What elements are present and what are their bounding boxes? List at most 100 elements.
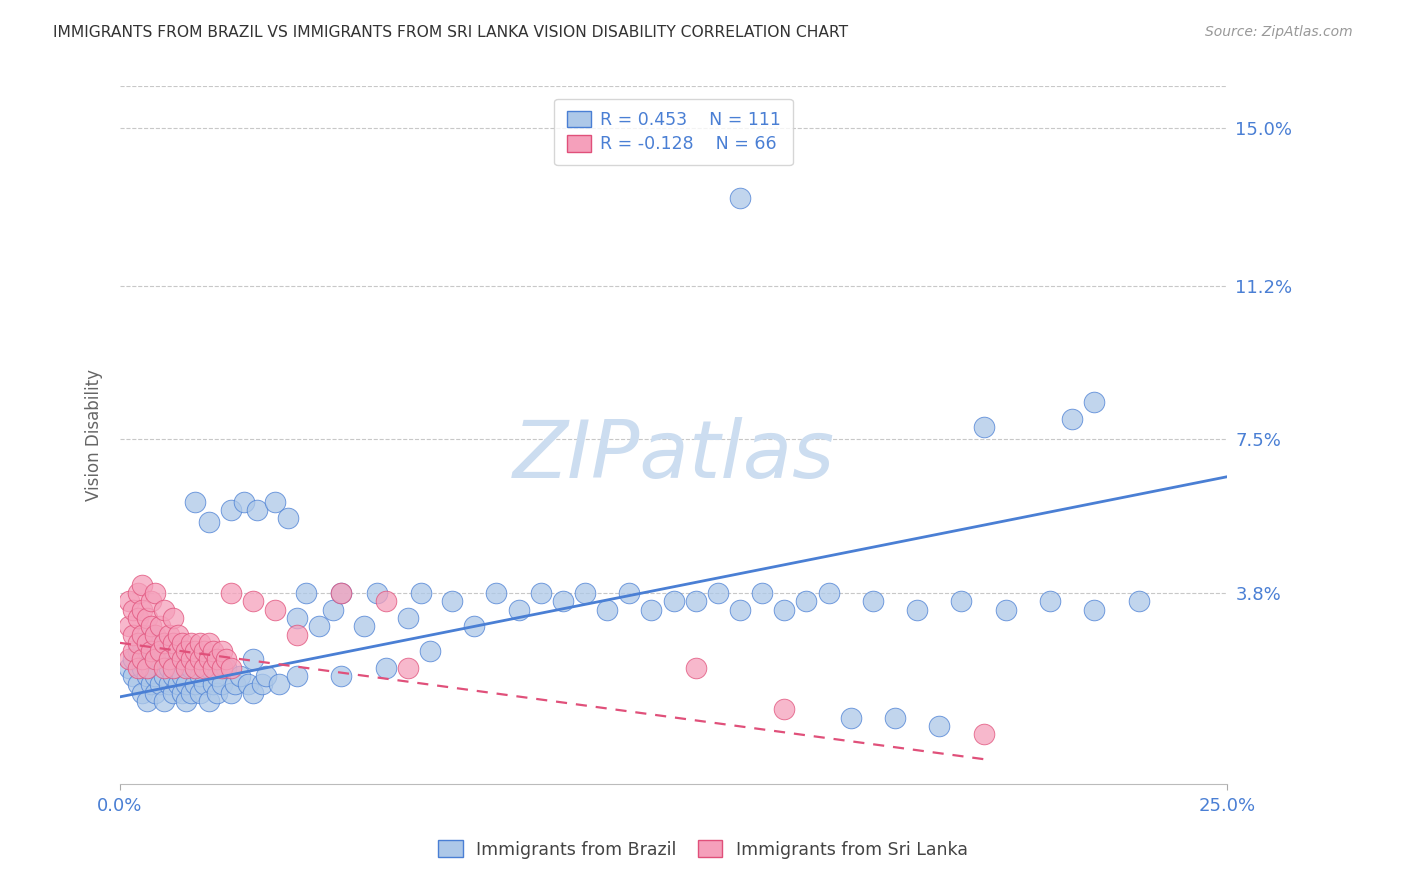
Point	[127, 677, 149, 691]
Point	[127, 644, 149, 658]
Point	[308, 619, 330, 633]
Point	[176, 661, 198, 675]
Point	[162, 686, 184, 700]
Point	[188, 636, 211, 650]
Point	[295, 586, 318, 600]
Point	[149, 644, 172, 658]
Point	[153, 644, 176, 658]
Point	[197, 636, 219, 650]
Point	[184, 661, 207, 675]
Point	[162, 669, 184, 683]
Point	[441, 594, 464, 608]
Point	[188, 669, 211, 683]
Y-axis label: Vision Disability: Vision Disability	[86, 369, 103, 501]
Point	[463, 619, 485, 633]
Point	[905, 602, 928, 616]
Point	[139, 644, 162, 658]
Point	[180, 661, 202, 675]
Point	[122, 627, 145, 641]
Point	[330, 586, 353, 600]
Point	[773, 602, 796, 616]
Point	[131, 686, 153, 700]
Point	[751, 586, 773, 600]
Point	[707, 586, 730, 600]
Point	[127, 586, 149, 600]
Point	[207, 669, 229, 683]
Text: ZIPatlas: ZIPatlas	[512, 417, 835, 495]
Point	[201, 677, 224, 691]
Point	[157, 627, 180, 641]
Point	[1083, 602, 1105, 616]
Point	[219, 586, 242, 600]
Point	[139, 677, 162, 691]
Text: IMMIGRANTS FROM BRAZIL VS IMMIGRANTS FROM SRI LANKA VISION DISABILITY CORRELATIO: IMMIGRANTS FROM BRAZIL VS IMMIGRANTS FRO…	[53, 25, 849, 40]
Point	[131, 661, 153, 675]
Point	[201, 661, 224, 675]
Point	[211, 677, 233, 691]
Point	[330, 669, 353, 683]
Point	[176, 652, 198, 666]
Point	[839, 710, 862, 724]
Point	[238, 677, 260, 691]
Point	[485, 586, 508, 600]
Point	[184, 644, 207, 658]
Point	[131, 578, 153, 592]
Point	[188, 686, 211, 700]
Point	[1083, 395, 1105, 409]
Point	[162, 661, 184, 675]
Point	[176, 694, 198, 708]
Point	[728, 192, 751, 206]
Point	[508, 602, 530, 616]
Point	[207, 652, 229, 666]
Point	[224, 677, 246, 691]
Point	[162, 636, 184, 650]
Point	[145, 627, 167, 641]
Point	[149, 677, 172, 691]
Point	[184, 677, 207, 691]
Point	[145, 644, 167, 658]
Point	[219, 503, 242, 517]
Point	[157, 677, 180, 691]
Point	[640, 602, 662, 616]
Point	[180, 686, 202, 700]
Point	[250, 677, 273, 691]
Point	[170, 636, 193, 650]
Point	[176, 677, 198, 691]
Point	[135, 636, 157, 650]
Point	[215, 652, 238, 666]
Point	[1062, 411, 1084, 425]
Point	[122, 644, 145, 658]
Point	[170, 669, 193, 683]
Point	[197, 516, 219, 530]
Point	[153, 636, 176, 650]
Point	[162, 611, 184, 625]
Point	[619, 586, 641, 600]
Text: Source: ZipAtlas.com: Source: ZipAtlas.com	[1205, 25, 1353, 39]
Point	[269, 677, 291, 691]
Point	[374, 661, 396, 675]
Point	[685, 594, 707, 608]
Point	[197, 652, 219, 666]
Point	[162, 652, 184, 666]
Point	[242, 594, 264, 608]
Point	[153, 602, 176, 616]
Point	[127, 611, 149, 625]
Point	[1039, 594, 1062, 608]
Point	[596, 602, 619, 616]
Point	[193, 677, 215, 691]
Point	[176, 644, 198, 658]
Point	[157, 652, 180, 666]
Point	[197, 694, 219, 708]
Point	[264, 602, 287, 616]
Point	[242, 652, 264, 666]
Point	[153, 661, 176, 675]
Point	[201, 644, 224, 658]
Point	[145, 669, 167, 683]
Point	[330, 586, 353, 600]
Point	[188, 652, 211, 666]
Point	[153, 669, 176, 683]
Point	[127, 661, 149, 675]
Point	[131, 652, 153, 666]
Point	[131, 627, 153, 641]
Point	[285, 611, 308, 625]
